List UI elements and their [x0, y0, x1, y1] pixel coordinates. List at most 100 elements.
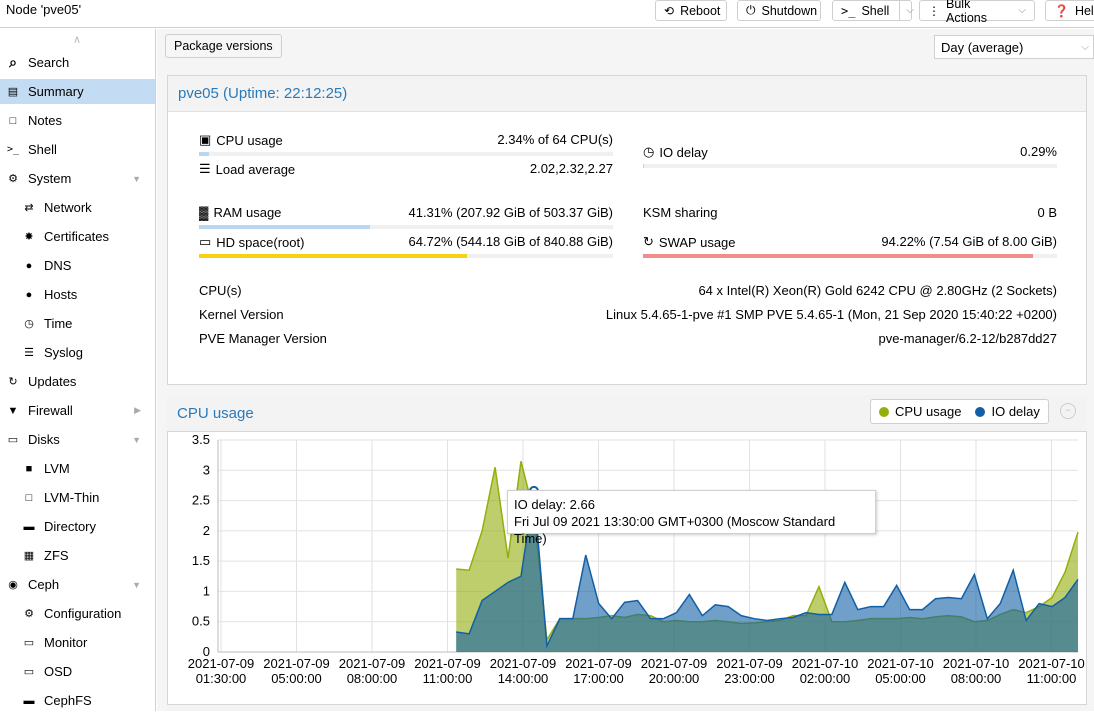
sidebar-item-configuration[interactable]: ⚙ Configuration — [0, 601, 155, 626]
ram-usage-row: ▓ RAM usage 41.31% (207.92 GiB of 503.37 … — [199, 205, 613, 225]
refresh-icon: ↻ — [643, 234, 654, 249]
sidebar-item-label: Directory — [44, 519, 97, 534]
sidebar-item-shell[interactable]: >_ Shell — [0, 137, 155, 162]
x-tick-label: 14:00:00 — [498, 671, 549, 686]
terminal-icon: >_ — [6, 144, 20, 155]
reboot-button[interactable]: ⟲ Reboot — [655, 0, 727, 21]
hdd-icon: ▭ — [23, 666, 35, 678]
x-tick-label: 2021-07-10 — [943, 656, 1010, 671]
sidebar-item-label: Configuration — [44, 606, 122, 621]
sidebar-item-system[interactable]: ⚙ System ▼ — [0, 166, 155, 191]
help-button[interactable]: ❓ Help — [1045, 0, 1094, 21]
y-tick-label: 3 — [203, 462, 210, 477]
y-tick-label: 1.5 — [192, 553, 210, 568]
sidebar-item-summary[interactable]: ▤ Summary — [0, 79, 155, 104]
chart-tooltip: IO delay: 2.66 Fri Jul 09 2021 13:30:00 … — [507, 490, 876, 546]
shutdown-button[interactable]: ⏻ Shutdown — [737, 0, 821, 21]
sidebar-item-cephfs[interactable]: ▬ CephFS — [0, 688, 155, 713]
x-tick-label: 2021-07-09 — [641, 656, 708, 671]
list-icon: ☰ — [24, 347, 34, 359]
collapse-panel-icon[interactable]: − — [1060, 403, 1076, 419]
cpu-panel-title: CPU usage — [177, 405, 254, 422]
series-area-io-delay — [456, 490, 1078, 652]
io-delay-value: 0.29% — [1020, 144, 1057, 159]
hdd-icon: ▭ — [199, 234, 212, 249]
caret-down-icon[interactable]: ▼ — [132, 579, 141, 590]
caret-right-icon[interactable]: ▶ — [134, 405, 141, 415]
kernel-version-label: Kernel Version — [199, 307, 284, 322]
shutdown-label: Shutdown — [761, 3, 818, 18]
x-tick-label: 08:00:00 — [951, 671, 1002, 686]
sidebar-item-lvm[interactable]: ■ LVM — [0, 456, 155, 481]
sidebar-item-certificates[interactable]: ✸ Certificates — [0, 224, 155, 249]
x-tick-label: 01:30:00 — [196, 671, 247, 686]
sidebar: ∧ ⌕ Search ▤ Summary □ Notes >_ Shell ⚙ System ▼ ⇄ N… — [0, 29, 156, 711]
sidebar-item-search[interactable]: ⌕ Search — [0, 50, 155, 75]
cogs-icon: ⚙ — [8, 173, 18, 185]
y-tick-label: 0.5 — [192, 614, 210, 629]
reboot-label: Reboot — [680, 3, 721, 18]
chevron-up-icon[interactable]: ∧ — [72, 34, 82, 46]
globe-icon: ● — [25, 259, 33, 272]
chevron-down-icon[interactable]: ⌵ — [899, 1, 914, 20]
sidebar-item-dns[interactable]: ● DNS — [0, 253, 155, 278]
cpus-label: CPU(s) — [199, 283, 242, 298]
legend-item-io-delay[interactable]: IO delay — [975, 404, 1040, 419]
hdd-icon: ▭ — [7, 434, 19, 446]
cpu-usage-row: ▣ CPU usage 2.34% of 64 CPU(s) — [199, 132, 613, 152]
sidebar-item-syslog[interactable]: ☰ Syslog — [0, 340, 155, 365]
cpus-value: 64 x Intel(R) Xeon(R) Gold 6242 CPU @ 2.… — [698, 283, 1057, 298]
search-icon: ⌕ — [9, 54, 17, 70]
x-tick-label: 2021-07-09 — [263, 656, 330, 671]
caret-down-icon[interactable]: ▼ — [132, 173, 141, 184]
sidebar-item-notes[interactable]: □ Notes — [0, 108, 155, 133]
sidebar-item-label: Firewall — [28, 403, 73, 418]
terminal-icon: >_ — [841, 3, 856, 18]
x-tick-label: 11:00:00 — [423, 671, 473, 686]
sidebar-item-label: Monitor — [44, 635, 88, 650]
legend-item-cpu-usage[interactable]: CPU usage — [879, 404, 961, 419]
io-delay-bar — [643, 164, 1057, 168]
timeframe-select[interactable]: Day (average) ⌵ — [934, 35, 1094, 59]
y-tick-label: 1 — [203, 583, 210, 598]
cpu-usage-bar — [199, 152, 613, 156]
bulk-actions-button[interactable]: ⋮ Bulk Actions ⌵ — [919, 0, 1035, 25]
sidebar-item-disks[interactable]: ▭ Disks ▼ — [0, 427, 155, 452]
sidebar-item-ceph[interactable]: ◉ Ceph ▼ — [0, 572, 155, 597]
chart-area: 3.5 3 2.5 2 1.5 1 0.5 0 2021-07-09 01:30:00 2021-0… — [167, 431, 1087, 705]
ceph-icon: ◉ — [8, 579, 18, 591]
y-tick-label: 2.5 — [192, 493, 210, 508]
sidebar-item-monitor[interactable]: ▭ Monitor — [0, 630, 155, 655]
sidebar-item-time[interactable]: ◷ Time — [0, 311, 155, 336]
sidebar-item-osd[interactable]: ▭ OSD — [0, 659, 155, 684]
sidebar-item-network[interactable]: ⇄ Network — [0, 195, 155, 220]
x-tick-label: 2021-07-09 — [414, 656, 481, 671]
exchange-icon: ⇄ — [24, 202, 34, 214]
sidebar-item-label: Updates — [28, 374, 77, 389]
kernel-version-value: Linux 5.4.65-1-pve #1 SMP PVE 5.4.65-1 (… — [605, 307, 1057, 322]
hd-space-label: HD space(root) — [216, 234, 305, 250]
swap-usage-row: ↻ SWAP usage 94.22% (7.54 GiB of 8.00 GiB… — [643, 234, 1057, 254]
sidebar-item-zfs[interactable]: ▦ ZFS — [0, 543, 155, 568]
shell-button[interactable]: >_ Shell ⌵ — [832, 0, 914, 21]
x-tick-label: 2021-07-09 — [565, 656, 632, 671]
sidebar-item-hosts[interactable]: ● Hosts — [0, 282, 155, 307]
cpu-icon: ▣ — [199, 132, 212, 147]
sidebar-item-label: OSD — [44, 664, 73, 679]
ellipsis-v-icon: ⋮ — [928, 3, 940, 18]
y-tick-label: 0 — [203, 644, 210, 659]
sidebar-item-lvm-thin[interactable]: □ LVM-Thin — [0, 485, 155, 510]
sidebar-item-directory[interactable]: ▬ Directory — [0, 514, 155, 539]
x-tick-label: 20:00:00 — [649, 671, 700, 686]
x-tick-label: 08:00:00 — [347, 671, 398, 686]
sidebar-item-label: Notes — [28, 113, 62, 128]
sidebar-item-updates[interactable]: ↻ Updates — [0, 369, 155, 394]
main-content: Package versions Day (average) ⌵ pve05 (… — [157, 29, 1094, 711]
sidebar-item-label: ZFS — [44, 548, 69, 563]
status-panel-header: pve05 (Uptime: 22:12:25) — [168, 76, 1086, 112]
package-versions-button[interactable]: Package versions — [165, 34, 282, 58]
memory-icon: ▓ — [199, 205, 209, 220]
caret-down-icon[interactable]: ▼ — [132, 434, 141, 445]
undo-icon: ⟲ — [664, 3, 675, 18]
sidebar-item-firewall[interactable]: ▼ Firewall ▶ — [0, 398, 155, 423]
